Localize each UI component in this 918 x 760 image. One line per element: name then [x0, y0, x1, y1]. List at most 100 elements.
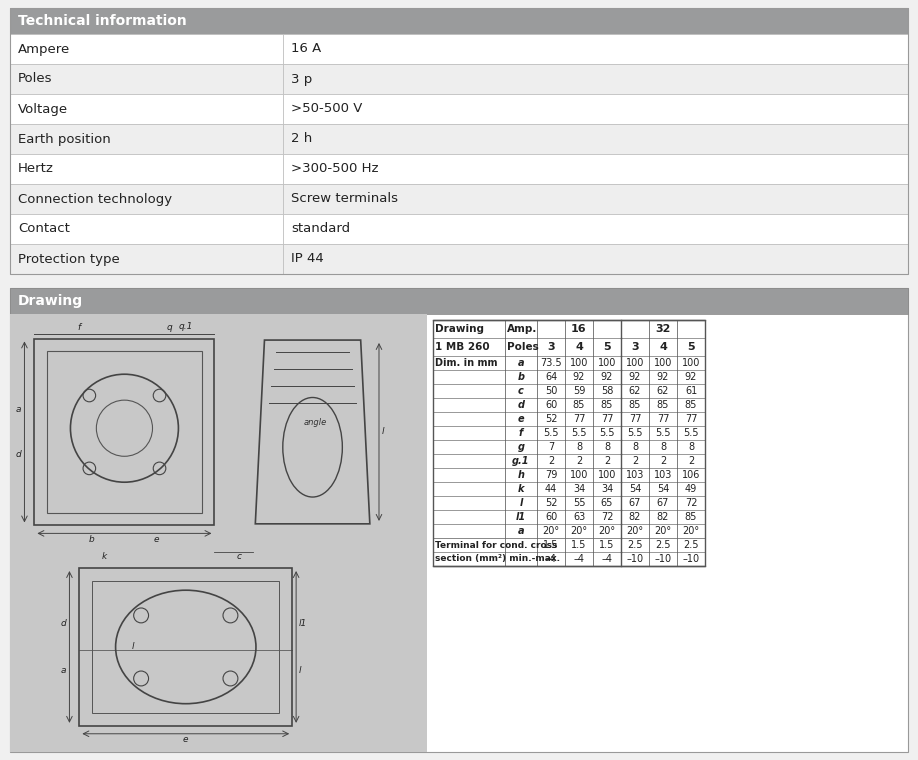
- Text: l: l: [520, 498, 522, 508]
- Text: 52: 52: [544, 498, 557, 508]
- Text: 67: 67: [656, 498, 669, 508]
- Text: 60: 60: [545, 512, 557, 522]
- Text: Poles: Poles: [507, 342, 539, 352]
- Text: 77: 77: [685, 414, 698, 424]
- Text: Terminal for cond. cross: Terminal for cond. cross: [435, 540, 557, 549]
- Bar: [283, 244, 908, 274]
- Text: 54: 54: [656, 484, 669, 494]
- Text: 65: 65: [600, 498, 613, 508]
- Text: >50-500 V: >50-500 V: [291, 103, 363, 116]
- Text: 50: 50: [544, 386, 557, 396]
- Text: 77: 77: [656, 414, 669, 424]
- Text: 52: 52: [544, 414, 557, 424]
- Text: 8: 8: [688, 442, 694, 452]
- Text: 85: 85: [573, 400, 585, 410]
- Text: 4: 4: [659, 342, 667, 352]
- Text: 77: 77: [629, 414, 642, 424]
- Text: Connection technology: Connection technology: [18, 192, 173, 205]
- Text: 82: 82: [656, 512, 669, 522]
- Bar: [10, 244, 283, 274]
- Bar: [80, 568, 292, 726]
- Text: 62: 62: [629, 386, 641, 396]
- Text: l: l: [131, 641, 134, 651]
- Text: Screw terminals: Screw terminals: [291, 192, 398, 205]
- Text: 58: 58: [600, 386, 613, 396]
- Text: k: k: [101, 553, 106, 562]
- Text: a: a: [61, 666, 66, 675]
- Text: Amp.: Amp.: [507, 324, 537, 334]
- Text: 8: 8: [660, 442, 666, 452]
- Text: 5: 5: [688, 342, 695, 352]
- Text: Contact: Contact: [18, 223, 70, 236]
- Text: 5.5: 5.5: [655, 428, 671, 438]
- Text: 49: 49: [685, 484, 697, 494]
- Text: section (mm²) min.-max.: section (mm²) min.-max.: [435, 555, 560, 563]
- Bar: [10, 214, 283, 244]
- Text: 20°: 20°: [682, 526, 700, 536]
- Text: k: k: [518, 484, 524, 494]
- Text: 2 h: 2 h: [291, 132, 312, 145]
- Text: 106: 106: [682, 470, 700, 480]
- Text: 2: 2: [632, 456, 638, 466]
- Text: 20°: 20°: [655, 526, 672, 536]
- Text: b: b: [518, 372, 524, 382]
- Text: 92: 92: [600, 372, 613, 382]
- Text: 2: 2: [548, 456, 554, 466]
- Bar: [283, 34, 908, 64]
- Text: –4: –4: [545, 554, 556, 564]
- Text: 100: 100: [570, 470, 588, 480]
- Text: 62: 62: [656, 386, 669, 396]
- Text: b: b: [89, 535, 95, 544]
- Text: –10: –10: [655, 554, 672, 564]
- Text: 44: 44: [545, 484, 557, 494]
- Bar: [283, 214, 908, 244]
- Text: –4: –4: [574, 554, 585, 564]
- Text: 92: 92: [685, 372, 697, 382]
- Bar: [283, 94, 908, 124]
- Text: q.1: q.1: [178, 322, 193, 331]
- Text: 55: 55: [573, 498, 586, 508]
- Text: 85: 85: [656, 400, 669, 410]
- Text: 73.5: 73.5: [540, 358, 562, 368]
- Text: 2: 2: [576, 456, 582, 466]
- Text: c: c: [237, 553, 241, 562]
- Text: Voltage: Voltage: [18, 103, 68, 116]
- Bar: [283, 154, 908, 184]
- Bar: [10, 288, 908, 314]
- Bar: [283, 64, 908, 94]
- Text: c: c: [518, 386, 524, 396]
- Text: 82: 82: [629, 512, 641, 522]
- Text: 77: 77: [600, 414, 613, 424]
- Text: 5.5: 5.5: [571, 428, 587, 438]
- Text: 92: 92: [656, 372, 669, 382]
- Text: 3: 3: [632, 342, 639, 352]
- Text: 72: 72: [600, 512, 613, 522]
- Text: 85: 85: [600, 400, 613, 410]
- Text: 85: 85: [685, 512, 697, 522]
- Text: Technical information: Technical information: [18, 14, 186, 28]
- Text: –10: –10: [682, 554, 700, 564]
- Text: 3 p: 3 p: [291, 72, 312, 86]
- Text: e: e: [183, 735, 188, 744]
- Text: 100: 100: [598, 358, 616, 368]
- Text: angle: angle: [304, 418, 327, 427]
- Bar: [10, 34, 283, 64]
- Text: 5.5: 5.5: [627, 428, 643, 438]
- Text: 5.5: 5.5: [543, 428, 559, 438]
- Text: 54: 54: [629, 484, 641, 494]
- Text: 1 MB 260: 1 MB 260: [435, 342, 489, 352]
- Bar: [10, 64, 283, 94]
- Text: 3: 3: [547, 342, 554, 352]
- Text: 61: 61: [685, 386, 697, 396]
- Bar: [10, 154, 283, 184]
- Text: 85: 85: [629, 400, 641, 410]
- Text: 2: 2: [604, 456, 610, 466]
- Text: 20°: 20°: [543, 526, 560, 536]
- Text: –4: –4: [601, 554, 612, 564]
- Text: 2: 2: [660, 456, 666, 466]
- Text: 63: 63: [573, 512, 585, 522]
- Text: 64: 64: [545, 372, 557, 382]
- Text: 8: 8: [632, 442, 638, 452]
- Text: Dim. in mm: Dim. in mm: [435, 358, 498, 368]
- Bar: [10, 288, 908, 752]
